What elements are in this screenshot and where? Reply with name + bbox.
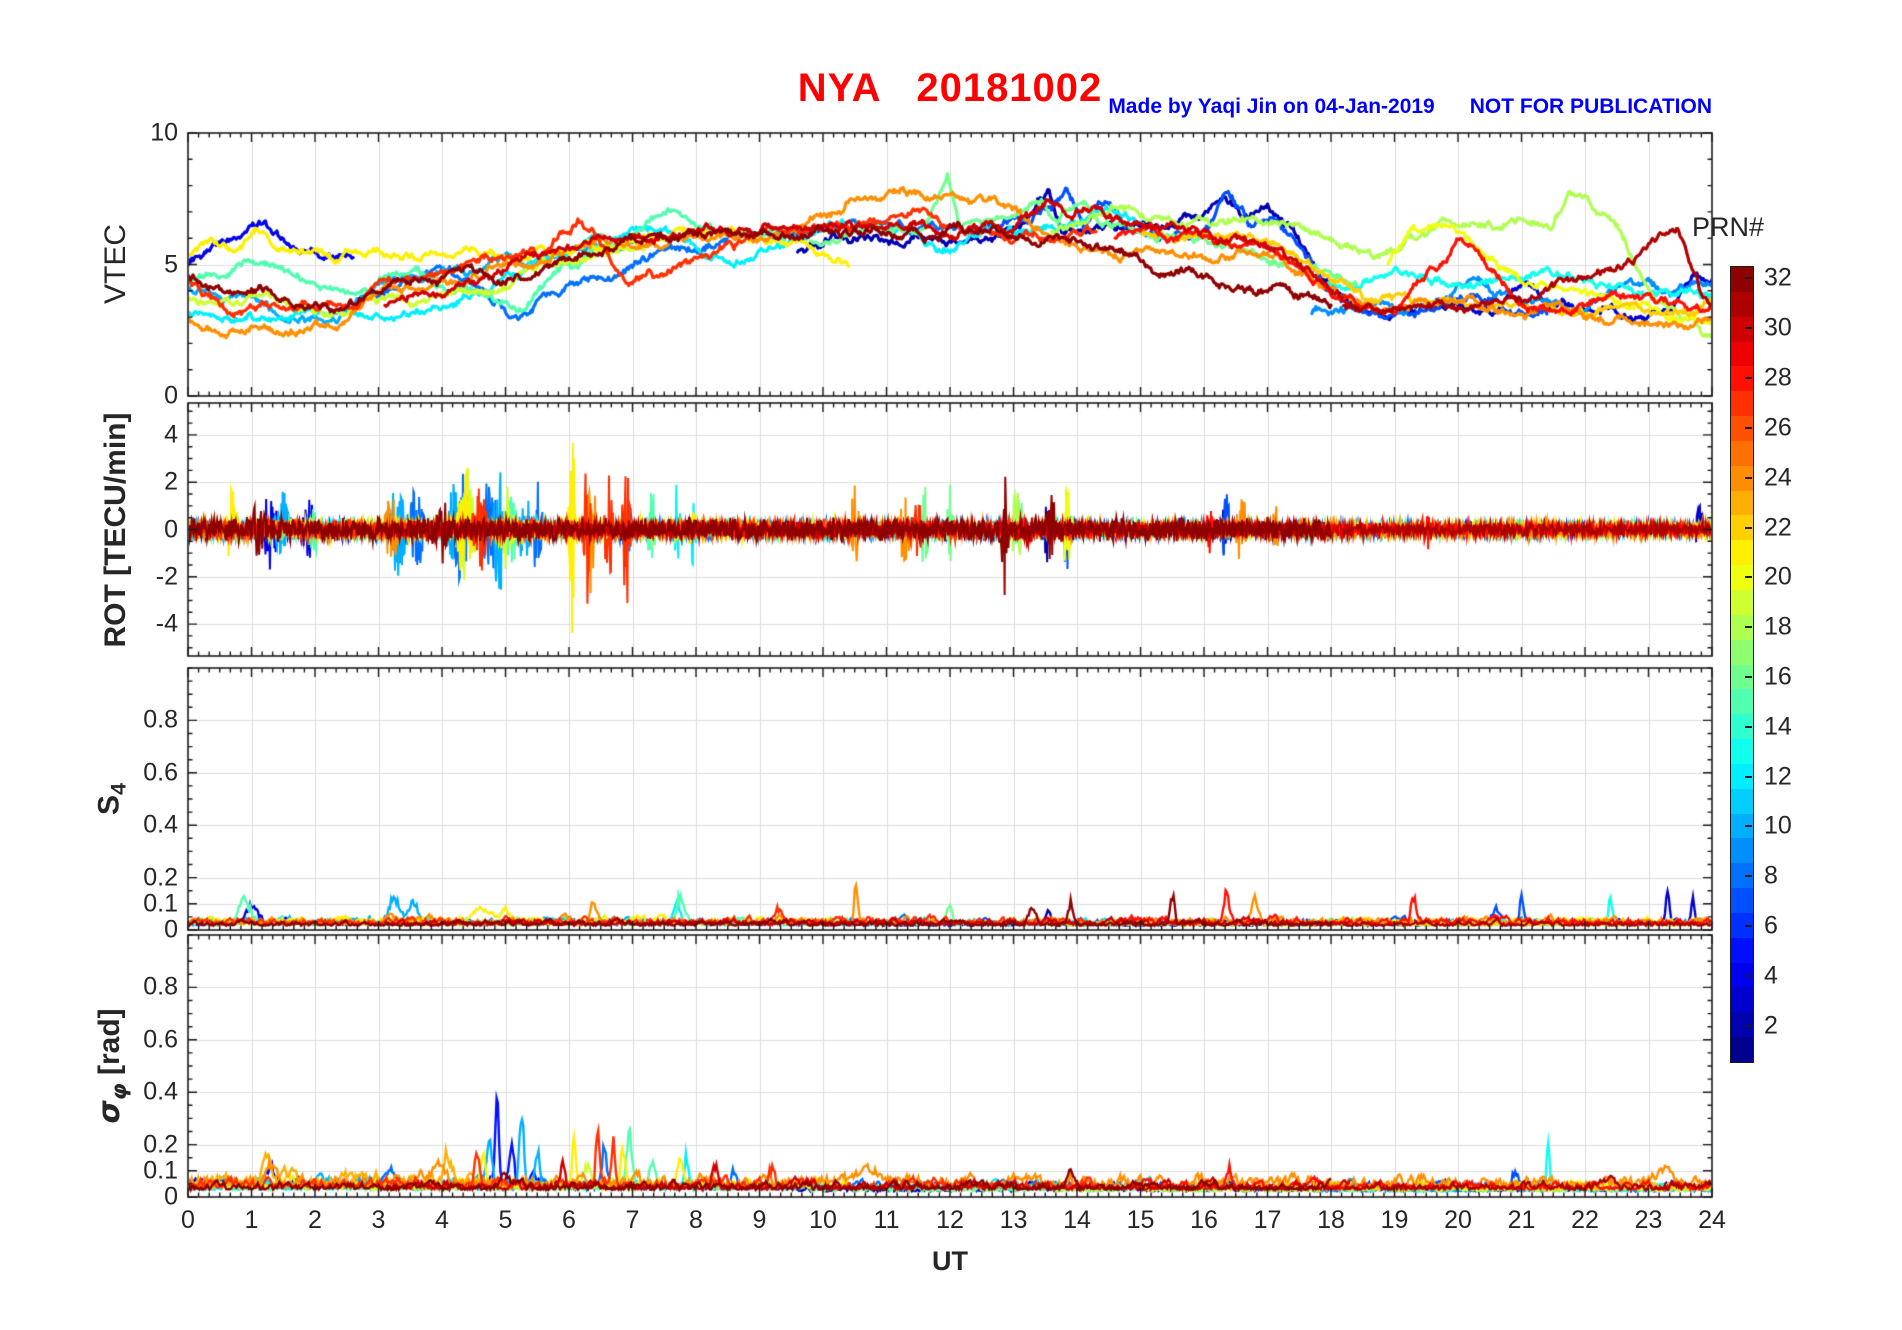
colorbar-segment-prn-27 (1731, 391, 1753, 417)
colorbar-segment-prn-13 (1731, 739, 1753, 764)
colorbar (1730, 266, 1754, 1063)
colorbar-segment-prn-25 (1731, 440, 1753, 466)
colorbar-segment-prn-11 (1731, 788, 1753, 814)
colorbar-segment-prn-9 (1731, 838, 1753, 864)
colorbar-segment-prn-26 (1731, 416, 1753, 441)
x-axis-label: UT (932, 1246, 968, 1276)
colorbar-segment-prn-4 (1731, 962, 1753, 988)
figure-title: NYA 20181002 (797, 66, 1103, 110)
colorbar-segment-prn-17 (1731, 639, 1753, 665)
colorbar-segment-prn-12 (1731, 763, 1753, 789)
colorbar-segment-prn-6 (1731, 912, 1753, 938)
colorbar-segment-prn-15 (1731, 689, 1753, 715)
colorbar-segment-prn-24 (1731, 465, 1753, 491)
sigma-phi-axis-label: σφ [rad] (92, 1008, 132, 1124)
colorbar-segment-prn-30 (1731, 316, 1753, 342)
colorbar-segment-prn-10 (1731, 813, 1753, 839)
colorbar-segment-prn-1 (1731, 1037, 1753, 1062)
annotation-text: Made by Yaqi Jin on 04-Jan-2019 NOT FOR … (1108, 95, 1712, 118)
colorbar-segment-prn-22 (1731, 515, 1753, 541)
colorbar-segment-prn-28 (1731, 366, 1753, 392)
colorbar-segment-prn-32 (1731, 267, 1753, 292)
colorbar-segment-prn-7 (1731, 888, 1753, 913)
vtec-axis-label: VTEC (99, 223, 132, 305)
colorbar-segment-prn-21 (1731, 540, 1753, 566)
colorbar-segment-prn-20 (1731, 565, 1753, 590)
rot-axis-label: ROT [TECU/min] (99, 412, 132, 648)
colorbar-segment-prn-16 (1731, 664, 1753, 690)
colorbar-segment-prn-2 (1731, 1012, 1753, 1038)
colorbar-segment-prn-31 (1731, 291, 1753, 317)
colorbar-segment-prn-23 (1731, 490, 1753, 516)
colorbar-segment-prn-19 (1731, 589, 1753, 615)
colorbar-title: PRN# (1692, 212, 1765, 242)
colorbar-segment-prn-29 (1731, 341, 1753, 367)
colorbar-segment-prn-18 (1731, 614, 1753, 640)
colorbar-segment-prn-8 (1731, 863, 1753, 889)
s4-axis-label: S4 (92, 782, 131, 816)
colorbar-segment-prn-5 (1731, 937, 1753, 963)
colorbar-segment-prn-3 (1731, 987, 1753, 1013)
colorbar-segment-prn-14 (1731, 714, 1753, 740)
